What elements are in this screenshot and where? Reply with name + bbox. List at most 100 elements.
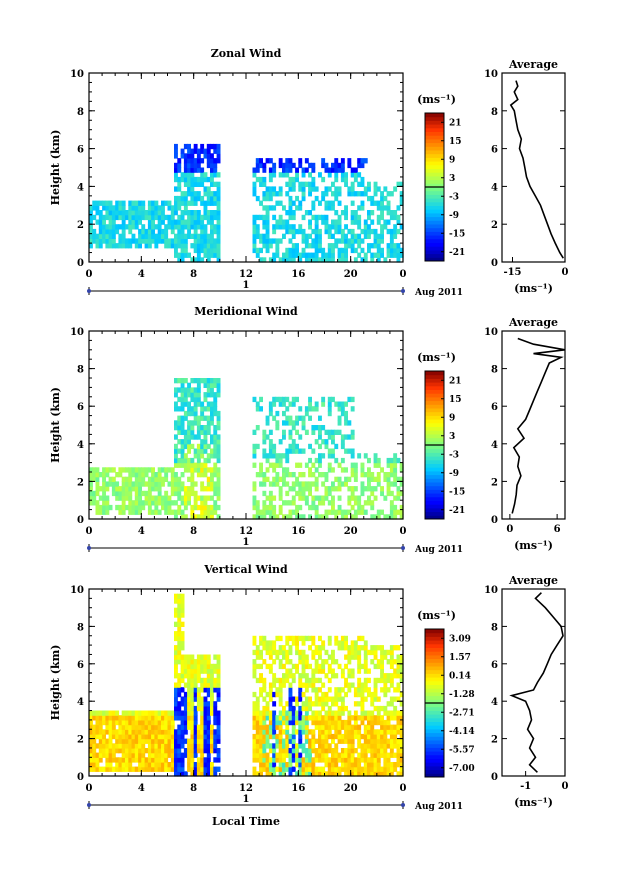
heatmap-cell xyxy=(164,472,169,478)
heatmap-cell xyxy=(340,766,345,772)
heatmap-cell xyxy=(282,673,286,679)
heatmap-cell xyxy=(180,603,185,609)
heatmap-cell xyxy=(180,659,185,665)
heatmap-cell xyxy=(360,490,365,497)
heatmap-cell xyxy=(389,509,394,515)
heatmap-cell xyxy=(399,462,404,468)
y-tick-label: 0 xyxy=(77,515,84,526)
heatmap-cell xyxy=(288,401,293,407)
heatmap-cell xyxy=(98,733,103,740)
heatmap-cell xyxy=(373,191,378,197)
heatmap-cell xyxy=(272,771,277,777)
heatmap-cell xyxy=(265,738,270,744)
heatmap-cell xyxy=(265,504,270,511)
heatmap-cell xyxy=(138,219,142,225)
heatmap-cell xyxy=(210,219,214,225)
heatmap-cell xyxy=(187,186,191,192)
heatmap-cell xyxy=(363,640,368,646)
heatmap-cell xyxy=(128,214,133,221)
heatmap-cell xyxy=(177,205,182,211)
heatmap-cell xyxy=(177,743,182,749)
heatmap-cell xyxy=(308,486,312,492)
profile-y-tick-label: 2 xyxy=(491,220,498,231)
heatmap-cell xyxy=(177,771,182,777)
heatmap-cell xyxy=(386,228,391,235)
heatmap-cell xyxy=(386,205,391,211)
heatmap-cell xyxy=(268,176,273,183)
heatmap-cell xyxy=(259,710,263,716)
heatmap-cell xyxy=(393,228,398,235)
heatmap-cell xyxy=(128,481,133,487)
heatmap-cell xyxy=(370,719,375,726)
heatmap-cell xyxy=(128,724,133,730)
heatmap-cell xyxy=(177,710,182,716)
heatmap-cell xyxy=(177,757,182,763)
heatmap-cell xyxy=(151,224,155,230)
heatmap-cell xyxy=(161,757,165,763)
heatmap-cell xyxy=(157,490,162,497)
heatmap-cell xyxy=(95,233,100,239)
heatmap-cell xyxy=(174,457,178,464)
heatmap-cell xyxy=(304,757,309,763)
profile-x-tick-label: 0 xyxy=(562,781,569,792)
heatmap-cell xyxy=(331,504,335,511)
heatmap-cell xyxy=(350,514,355,520)
heatmap-cell xyxy=(147,467,152,473)
heatmap-cell xyxy=(210,153,214,159)
heatmap-cell xyxy=(376,252,381,258)
heatmap-cell xyxy=(180,509,185,515)
heatmap-cell xyxy=(337,481,342,487)
heatmap-cell xyxy=(327,200,332,206)
heatmap-cell xyxy=(340,733,345,740)
heatmap-cell xyxy=(151,733,155,740)
x-tick-label: 0 xyxy=(400,526,407,537)
heatmap-cell xyxy=(187,214,191,221)
heatmap-cell xyxy=(275,410,280,417)
heatmap-cell xyxy=(170,210,175,216)
heatmap-cell xyxy=(161,724,165,730)
heatmap-cell xyxy=(370,701,375,707)
heatmap-cell xyxy=(308,252,312,258)
heatmap-cell xyxy=(331,247,335,254)
heatmap-cell xyxy=(95,472,100,478)
heatmap-cell xyxy=(291,635,296,642)
heatmap-cell xyxy=(304,663,309,670)
heatmap-cell xyxy=(183,495,188,501)
heatmap-cell xyxy=(206,191,211,197)
heatmap-cell xyxy=(216,504,221,511)
heatmap-cell xyxy=(288,238,293,244)
heatmap-cell xyxy=(337,504,342,511)
heatmap-cell xyxy=(357,495,362,501)
heatmap-cell xyxy=(190,467,195,473)
heatmap-cell xyxy=(367,766,371,772)
heatmap-cell xyxy=(347,743,352,749)
heatmap-cell xyxy=(380,748,384,754)
heatmap-cell xyxy=(200,143,205,150)
heatmap-cell xyxy=(298,434,303,440)
heatmap-cell xyxy=(386,210,391,216)
heatmap-cell xyxy=(213,191,218,197)
colorbar-segment xyxy=(425,198,444,203)
heatmap-cell xyxy=(295,743,299,749)
heatmap-cell xyxy=(206,476,211,482)
heatmap-cell xyxy=(265,715,270,721)
colorbar-segment xyxy=(425,743,444,748)
heatmap-cell xyxy=(344,682,348,688)
heatmap-cell xyxy=(272,228,277,235)
heatmap-cell xyxy=(278,158,283,164)
heatmap-cell xyxy=(324,715,329,721)
heatmap-cell xyxy=(318,453,322,459)
heatmap-cell xyxy=(278,462,283,468)
heatmap-cell xyxy=(177,252,182,258)
heatmap-cell xyxy=(98,214,103,221)
heatmap-cell xyxy=(170,476,175,482)
heatmap-cell xyxy=(213,406,218,412)
heatmap-cell xyxy=(268,654,273,660)
heatmap-cell xyxy=(298,757,303,763)
heatmap-cell xyxy=(147,715,152,721)
heatmap-cell xyxy=(288,228,293,235)
heatmap-cell xyxy=(282,645,286,651)
heatmap-cell xyxy=(357,687,362,693)
heatmap-cell xyxy=(196,167,201,173)
heatmap-cell xyxy=(206,214,211,221)
